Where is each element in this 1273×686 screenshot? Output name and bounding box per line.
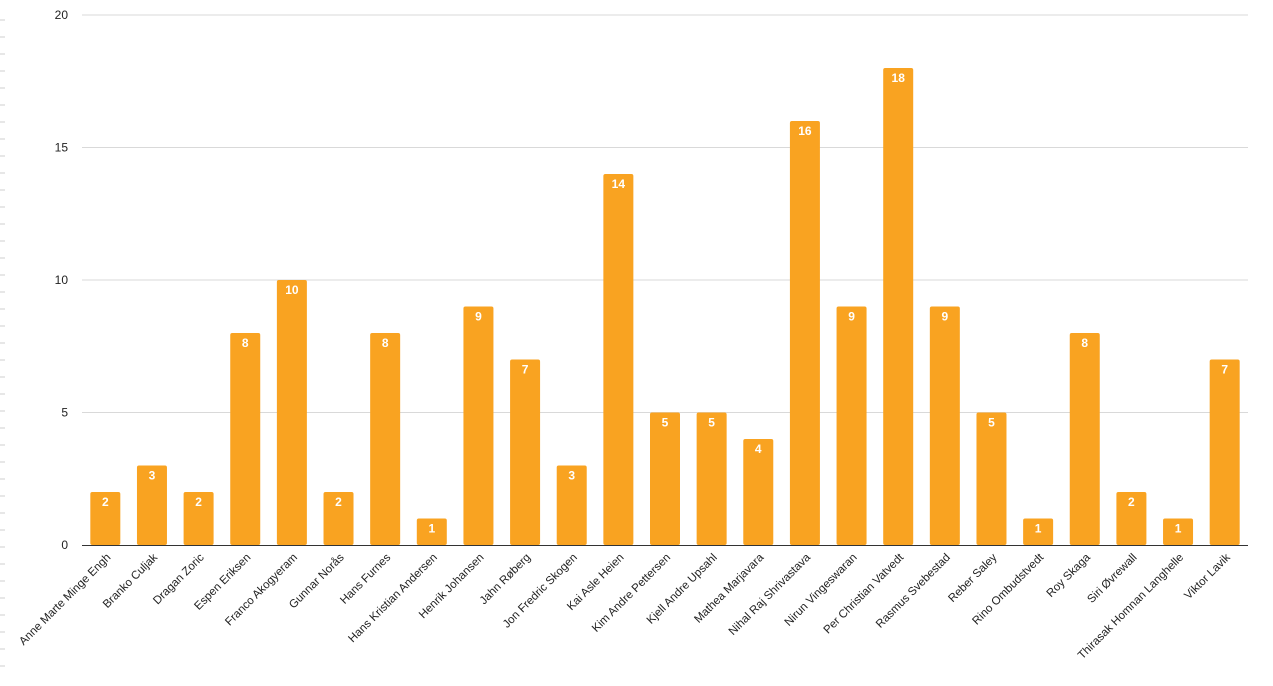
data-label: 9 <box>941 310 948 324</box>
data-label: 1 <box>1035 522 1042 536</box>
data-label: 3 <box>149 469 156 483</box>
data-label: 10 <box>285 283 299 297</box>
x-tick-label: Nihal Raj Shrivastava <box>727 551 814 638</box>
bar <box>789 121 820 545</box>
bar <box>90 492 121 545</box>
data-label: 14 <box>612 177 626 191</box>
data-label: 1 <box>428 522 435 536</box>
bar <box>136 465 167 545</box>
y-axis-tick-labels: 0 5 10 15 20 <box>55 8 69 552</box>
data-label: 9 <box>475 310 482 324</box>
bar <box>463 306 494 545</box>
data-label: 8 <box>1081 336 1088 350</box>
bar <box>976 412 1007 545</box>
x-tick-label: Viktor Lavik <box>1182 551 1233 602</box>
data-label: 5 <box>708 416 715 430</box>
data-label: 5 <box>662 416 669 430</box>
bar <box>323 492 354 545</box>
y-tick-label: 20 <box>55 8 69 22</box>
bar <box>556 465 587 545</box>
x-tick-label: Hans Kristian Andersen <box>346 552 439 645</box>
data-label: 2 <box>195 495 202 509</box>
data-label: 2 <box>1128 495 1135 509</box>
y-tick-label: 0 <box>61 538 68 552</box>
bar <box>696 412 727 545</box>
data-label: 8 <box>242 336 249 350</box>
bar <box>1116 492 1147 545</box>
bar <box>1209 359 1240 545</box>
bar <box>650 412 680 545</box>
bar <box>416 518 447 545</box>
data-label: 16 <box>798 124 812 138</box>
x-tick-label: Kim Andre Pettersen <box>590 552 673 635</box>
bar <box>929 306 960 545</box>
bar <box>1069 333 1100 545</box>
x-tick-label: Roy Skaga <box>1045 551 1094 600</box>
data-label: 9 <box>848 310 855 324</box>
bars <box>90 68 1240 545</box>
data-label: 18 <box>892 71 906 85</box>
bar <box>836 306 867 545</box>
bar <box>1163 518 1194 545</box>
bar <box>743 439 774 545</box>
data-label: 2 <box>102 495 109 509</box>
bar <box>883 68 914 545</box>
bar <box>276 280 307 545</box>
data-label: 1 <box>1175 522 1182 536</box>
bar <box>370 333 401 545</box>
data-label: 4 <box>755 442 762 456</box>
data-label: 7 <box>522 363 529 377</box>
bar <box>183 492 214 545</box>
y-tick-label: 10 <box>55 273 69 287</box>
y-tick-label: 15 <box>55 141 69 155</box>
bar <box>1023 518 1054 545</box>
left-edge-marks <box>0 19 5 667</box>
y-tick-label: 5 <box>61 406 68 420</box>
data-label: 3 <box>568 469 575 483</box>
x-tick-label: Per Christian Vatvedt <box>822 551 907 636</box>
bar <box>510 359 541 545</box>
data-label: 5 <box>988 416 995 430</box>
data-label: 2 <box>335 495 342 509</box>
data-label: 8 <box>382 336 389 350</box>
data-label: 7 <box>1221 363 1228 377</box>
bar <box>230 333 261 545</box>
x-tick-label: Anne Marte Minge Engh <box>17 552 113 648</box>
bar <box>603 174 634 545</box>
